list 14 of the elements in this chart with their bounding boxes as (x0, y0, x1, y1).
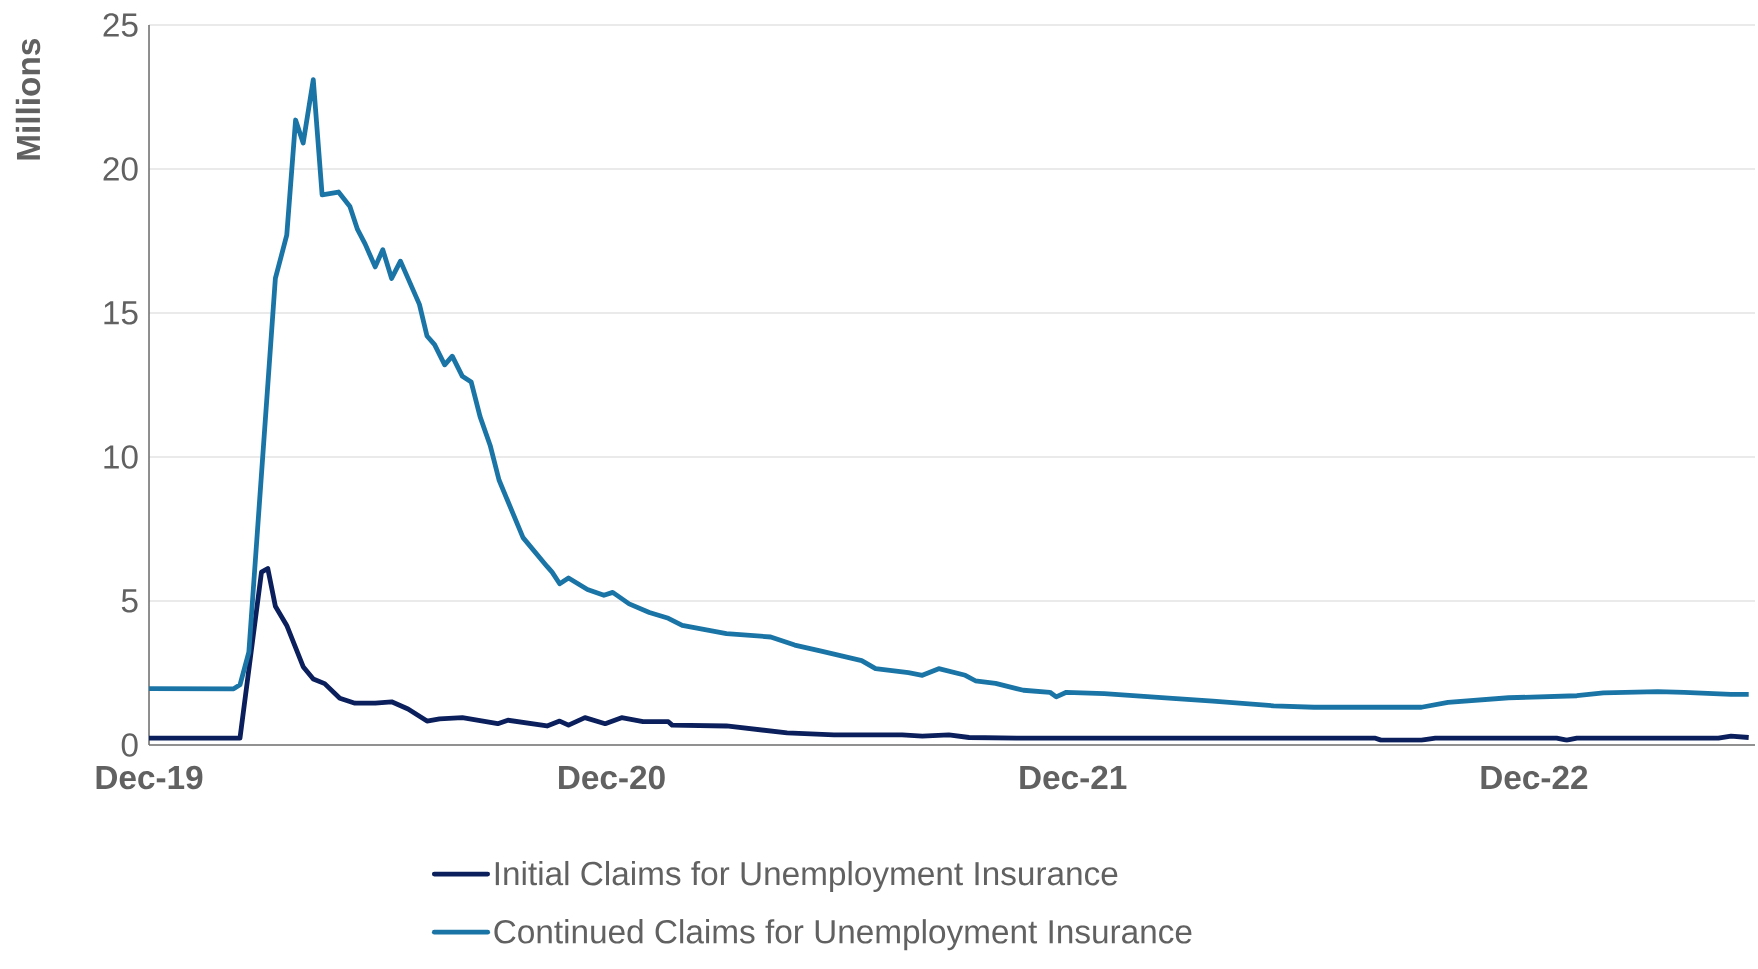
y-tick-label: 25 (103, 13, 138, 37)
legend-label: Continued Claims for Unemployment Insurance (494, 919, 1192, 951)
y-tick-label: 5 (121, 589, 138, 613)
line-series (149, 566, 1752, 743)
x-tick-label: Dec-20 (559, 765, 665, 790)
y-tick-label: 0 (121, 733, 138, 757)
y-tick-label: 10 (104, 445, 138, 469)
x-tick-label: Dec-22 (1481, 765, 1588, 790)
y-tick-label: 15 (104, 301, 138, 325)
y-axis-title: Millions (15, 39, 41, 160)
legend-label: Initial Claims for Unemployment Insurance (495, 860, 1118, 893)
y-tick-label: 20 (103, 157, 138, 181)
x-tick-label: Dec-19 (96, 765, 203, 790)
x-tick-label: Dec-21 (1020, 765, 1127, 790)
